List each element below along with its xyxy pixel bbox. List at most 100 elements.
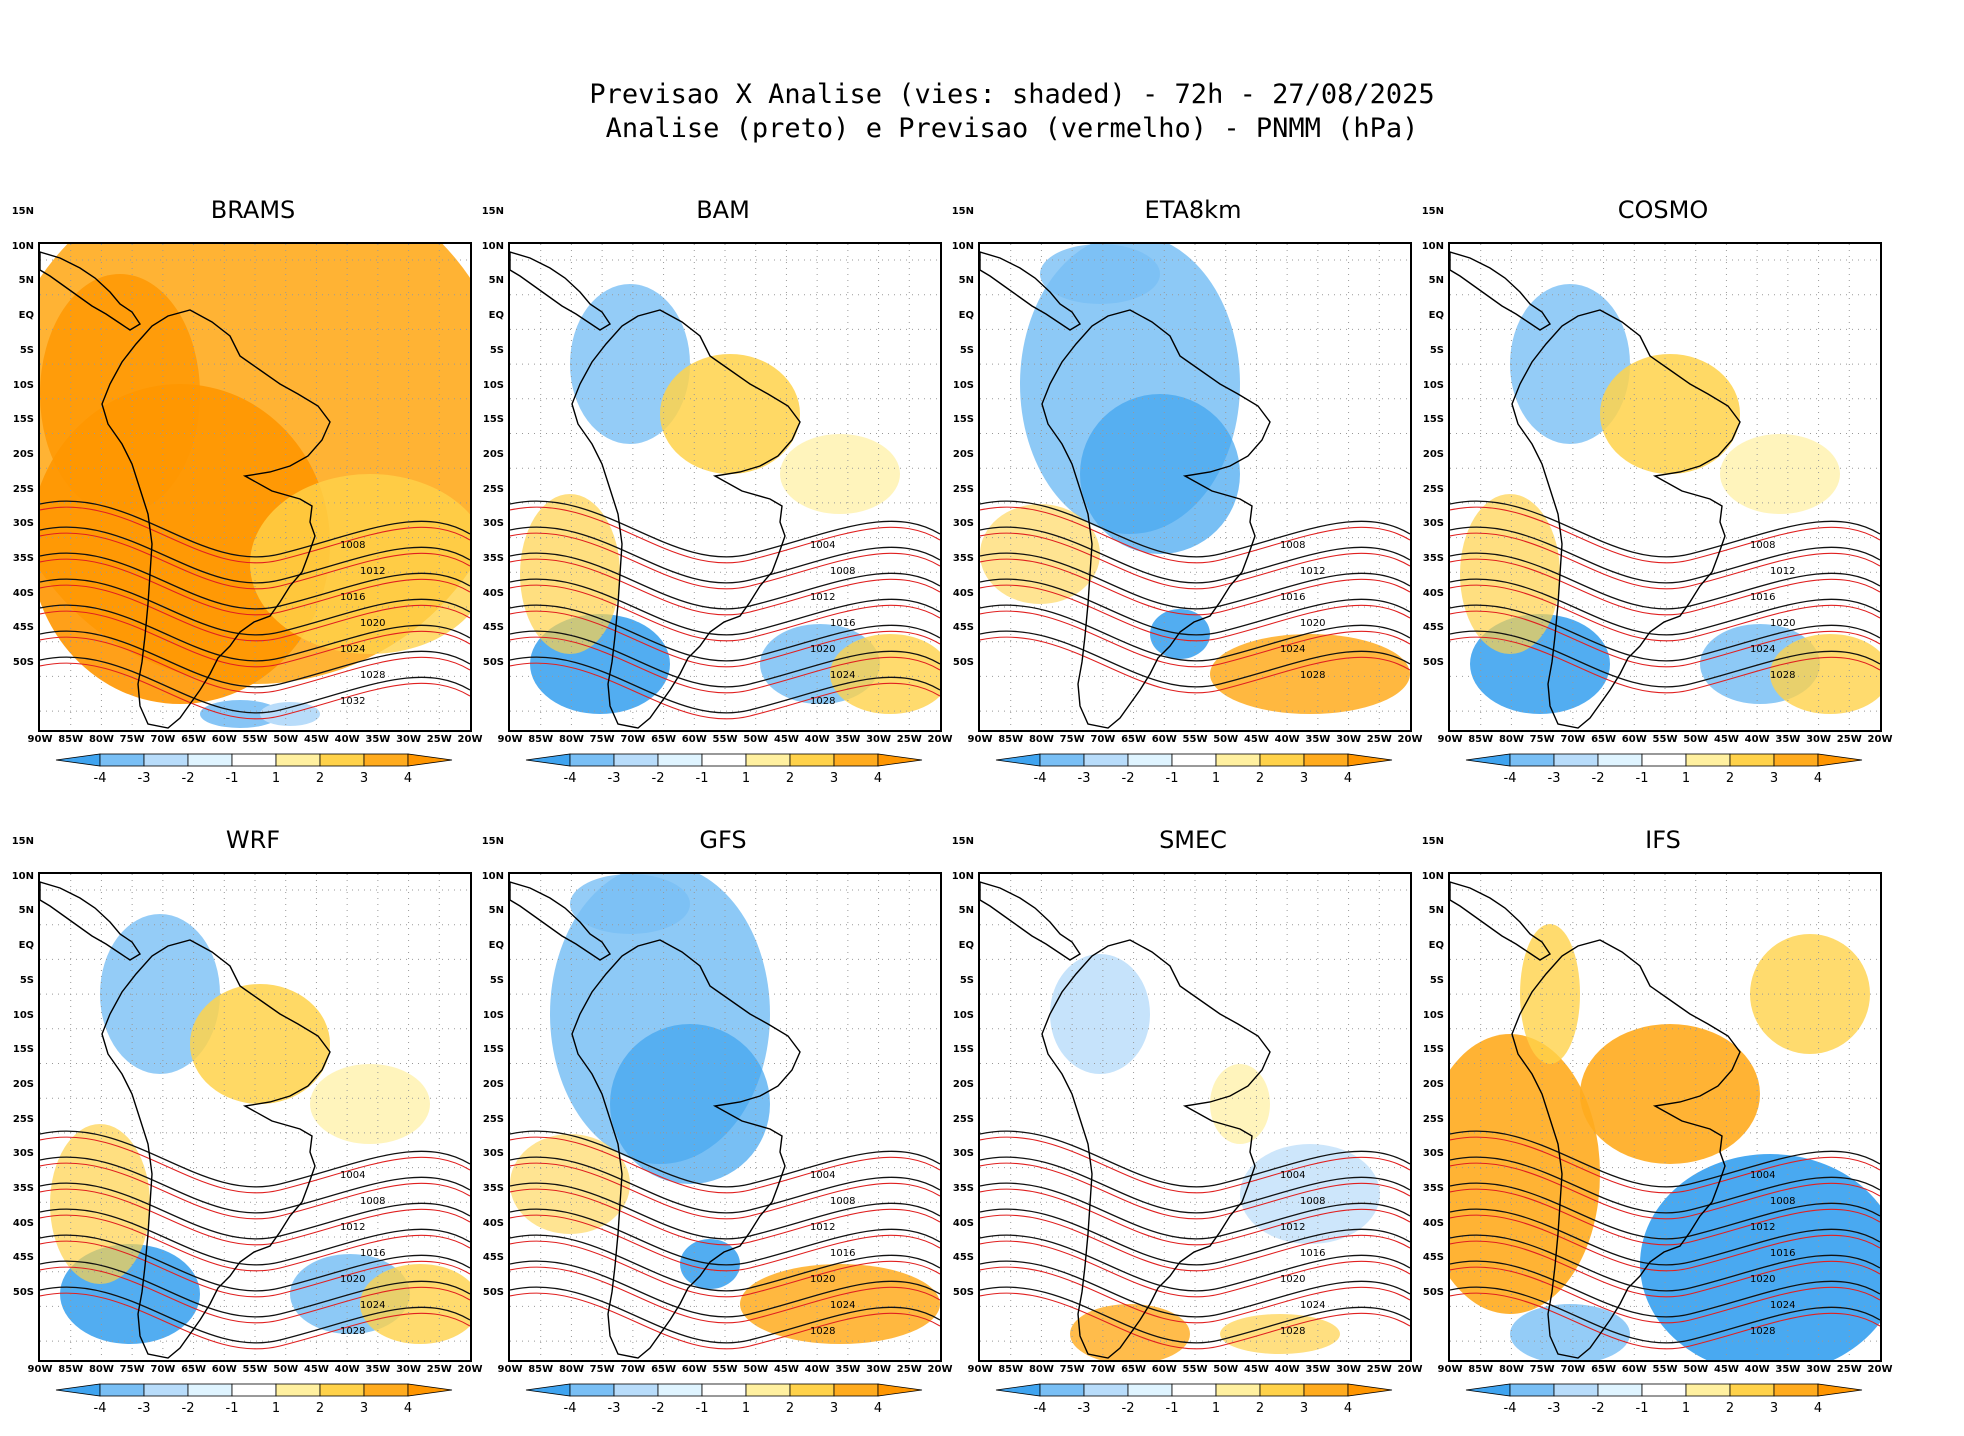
longitude-label: 45W: [303, 1364, 329, 1375]
latitude-label: 20S: [482, 1078, 504, 1090]
longitude-label: 20W: [1397, 1364, 1423, 1375]
isobar-label: 1004: [1280, 1170, 1305, 1181]
longitude-label: 90W: [497, 1364, 523, 1375]
latitude-label: 10S: [12, 1009, 34, 1021]
forecast-isobar: [40, 1188, 470, 1246]
isobar-label: 1024: [1770, 1300, 1795, 1311]
colorbar-tick: 4: [874, 771, 882, 786]
analysis-isobar: [980, 578, 1410, 636]
latitude-label: 35S: [12, 553, 34, 564]
latitude-label: EQ: [1428, 310, 1444, 322]
analysis-isobar: [40, 526, 470, 584]
longitude-label: 35W: [835, 1364, 861, 1375]
longitude-label: 40W: [334, 734, 360, 745]
longitude-label: 35W: [1775, 1364, 1801, 1375]
analysis-isobar: [40, 1234, 470, 1292]
panel-title: GFS: [699, 826, 747, 854]
title-line-1: Previsao X Analise (vies: shaded) - 72h …: [589, 79, 1435, 110]
analysis-isobar: [980, 1234, 1410, 1292]
colorbar-segment: [995, 753, 1041, 767]
longitude-label: 20W: [1867, 734, 1893, 745]
longitude-label: 70W: [1090, 734, 1116, 745]
colorbar-tick: 2: [1726, 1401, 1734, 1416]
longitude-label: 75W: [589, 1364, 615, 1375]
longitude-label: 30W: [1806, 734, 1832, 745]
latitude-label: 15S: [12, 414, 34, 426]
longitude-label: 80W: [1498, 734, 1524, 745]
colorbar-tick: -3: [1078, 771, 1091, 786]
longitude-label: 70W: [1090, 1364, 1116, 1375]
isobar-label: 1008: [1770, 1196, 1795, 1207]
bias-map: 1004 1008 1012 1016 1020 1024 1028: [508, 872, 942, 1362]
isobar-label: 1008: [1750, 540, 1775, 551]
forecast-isobar: [40, 558, 470, 616]
latitude-label: 15N: [951, 836, 974, 847]
longitude-label: 90W: [1437, 734, 1463, 745]
colorbar-segment: [1171, 753, 1217, 767]
longitude-label: 75W: [119, 734, 145, 745]
map-canvas: 1004 1008 1012 1016 1020 1024 1028: [1450, 874, 1880, 1360]
latitude-label: 45S: [952, 1252, 974, 1264]
colorbar-tick: -4: [1504, 1401, 1517, 1416]
south-america-outline: [101, 939, 331, 1359]
longitude-label: 70W: [1560, 734, 1586, 745]
colorbar-segment: [657, 1383, 703, 1397]
central-america-outline: [1450, 881, 1551, 961]
isobar-label: 1028: [1750, 1326, 1775, 1337]
longitude-label: 60W: [1151, 734, 1177, 745]
colorbar-tick: 3: [1770, 771, 1778, 786]
forecast-isobar: [1450, 1292, 1880, 1350]
model-panel-cosmo: COSMO 15N 10N 5N EQ 5S 10S 15S 20S 25S 30S 35S 40S 45…: [1422, 196, 1918, 796]
latitude-label: 40S: [12, 1217, 34, 1229]
longitude-label: 20W: [1867, 1364, 1893, 1375]
isobar-label: 1012: [360, 566, 385, 577]
forecast-isobar: [510, 1188, 940, 1246]
analysis-isobar: [1450, 1286, 1880, 1344]
analysis-isobar: [980, 1182, 1410, 1240]
latitude-label: 50S: [952, 657, 974, 669]
latitude-label: 10N: [11, 870, 34, 882]
colorbar-tick: -2: [1122, 771, 1135, 786]
analysis-isobar: [40, 500, 470, 558]
latitude-label: 20S: [952, 448, 974, 460]
longitude-label: 55W: [242, 734, 268, 745]
latitude-label: 20S: [1422, 1078, 1444, 1090]
colorbar-segment: [99, 753, 145, 767]
analysis-isobar: [40, 1208, 470, 1266]
isobar-label: 1012: [810, 1222, 835, 1233]
isobar-label: 1012: [1770, 566, 1795, 577]
latitude-label: 40S: [482, 1217, 504, 1229]
analysis-isobar: [510, 1182, 940, 1240]
analysis-isobar: [980, 526, 1410, 584]
analysis-isobar: [40, 656, 470, 714]
colorbar-tick: -2: [1122, 1401, 1135, 1416]
longitude-label: 60W: [1621, 1364, 1647, 1375]
colorbar-segment: [1729, 753, 1775, 767]
isobar-label: 1012: [1280, 1222, 1305, 1233]
south-america-outline: [1041, 309, 1271, 729]
latitude-label: 25S: [12, 1113, 34, 1125]
isobar-label: 1020: [1750, 1274, 1775, 1285]
colorbar-tick: 3: [360, 771, 368, 786]
isobar-label: 1028: [1770, 670, 1795, 681]
colorbar-tick: 2: [316, 771, 324, 786]
colorbar-tick: -1: [226, 1401, 239, 1416]
bias-map: 1008 1012 1016 1020 1024 1028: [1448, 242, 1882, 732]
latitude-label: 50S: [12, 657, 34, 669]
longitude-label: 50W: [743, 1364, 769, 1375]
colorbar-tick: -3: [1548, 1401, 1561, 1416]
colorbar-tick: -4: [1034, 1401, 1047, 1416]
forecast-isobar: [980, 1188, 1410, 1246]
forecast-isobar: [510, 1136, 940, 1194]
isobar-label: 1028: [1300, 670, 1325, 681]
longitude-label: 80W: [1028, 734, 1054, 745]
colorbar-tick: 1: [272, 771, 280, 786]
isobar-label: 1004: [340, 1170, 365, 1181]
colorbar-segment: [143, 753, 189, 767]
longitude-label: 35W: [1305, 1364, 1331, 1375]
latitude-label: 30S: [952, 518, 974, 530]
colorbar-segment: [143, 1383, 189, 1397]
colorbar-segment: [363, 1383, 409, 1397]
analysis-isobar: [510, 552, 940, 610]
longitude-label: 90W: [967, 734, 993, 745]
